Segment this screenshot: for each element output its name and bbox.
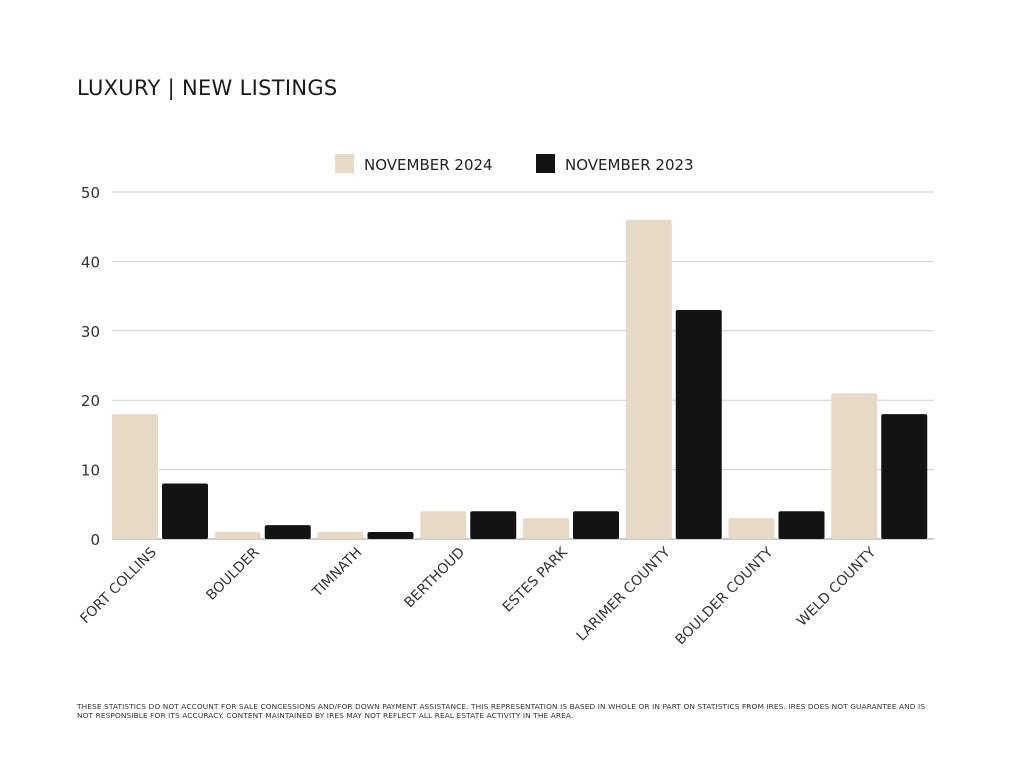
bar: [523, 518, 569, 539]
bar: [728, 518, 775, 539]
footnote: THESE STATISTICS DO NOT ACCOUNT FOR SALE…: [77, 702, 926, 720]
x-tick-label: BERTHOUD: [401, 545, 468, 612]
chart-title: LUXURY | NEW LISTINGS: [77, 76, 338, 100]
y-tick-label: 10: [81, 462, 100, 480]
bars: [112, 219, 928, 539]
x-tick-label: BOULDER COUNTY: [672, 544, 776, 648]
legend-swatch: [536, 154, 555, 173]
bar: [831, 393, 878, 539]
y-tick-label: 30: [81, 323, 100, 341]
x-tick-label: LARIMER COUNTY: [574, 544, 674, 644]
x-tick-label: WELD COUNTY: [794, 544, 879, 629]
x-axis-ticks: FORT COLLINS BOULDER TIMNATH BERTHOUD ESTES …: [77, 544, 879, 648]
legend: NOVEMBER 2024 NOVEMBER 2023: [335, 154, 694, 174]
bar: [214, 532, 261, 539]
bar: [470, 511, 517, 539]
y-tick-label: 40: [81, 253, 100, 271]
y-tick-label: 0: [90, 531, 100, 549]
bar: [625, 219, 672, 539]
y-axis-ticks: 0 10 20 30 40 50: [81, 184, 100, 549]
bar: [162, 483, 208, 539]
legend-swatch: [335, 154, 354, 173]
x-tick-label: ESTES PARK: [500, 544, 572, 616]
y-tick-label: 50: [81, 184, 100, 202]
bar: [264, 525, 311, 539]
bar: [778, 511, 825, 539]
y-tick-label: 20: [81, 392, 100, 410]
bar: [675, 309, 722, 539]
bar: [573, 511, 619, 539]
x-tick-label: FORT COLLINS: [77, 544, 160, 627]
bar: [881, 414, 928, 539]
bar: [367, 532, 414, 539]
bar: [420, 511, 467, 539]
legend-label: NOVEMBER 2024: [364, 156, 493, 174]
bar: [112, 414, 158, 539]
x-tick-label: BOULDER: [203, 544, 262, 603]
bar: [317, 532, 364, 539]
legend-label: NOVEMBER 2023: [565, 156, 694, 174]
grid-lines: [112, 191, 934, 540]
x-tick-label: TIMNATH: [309, 545, 365, 601]
